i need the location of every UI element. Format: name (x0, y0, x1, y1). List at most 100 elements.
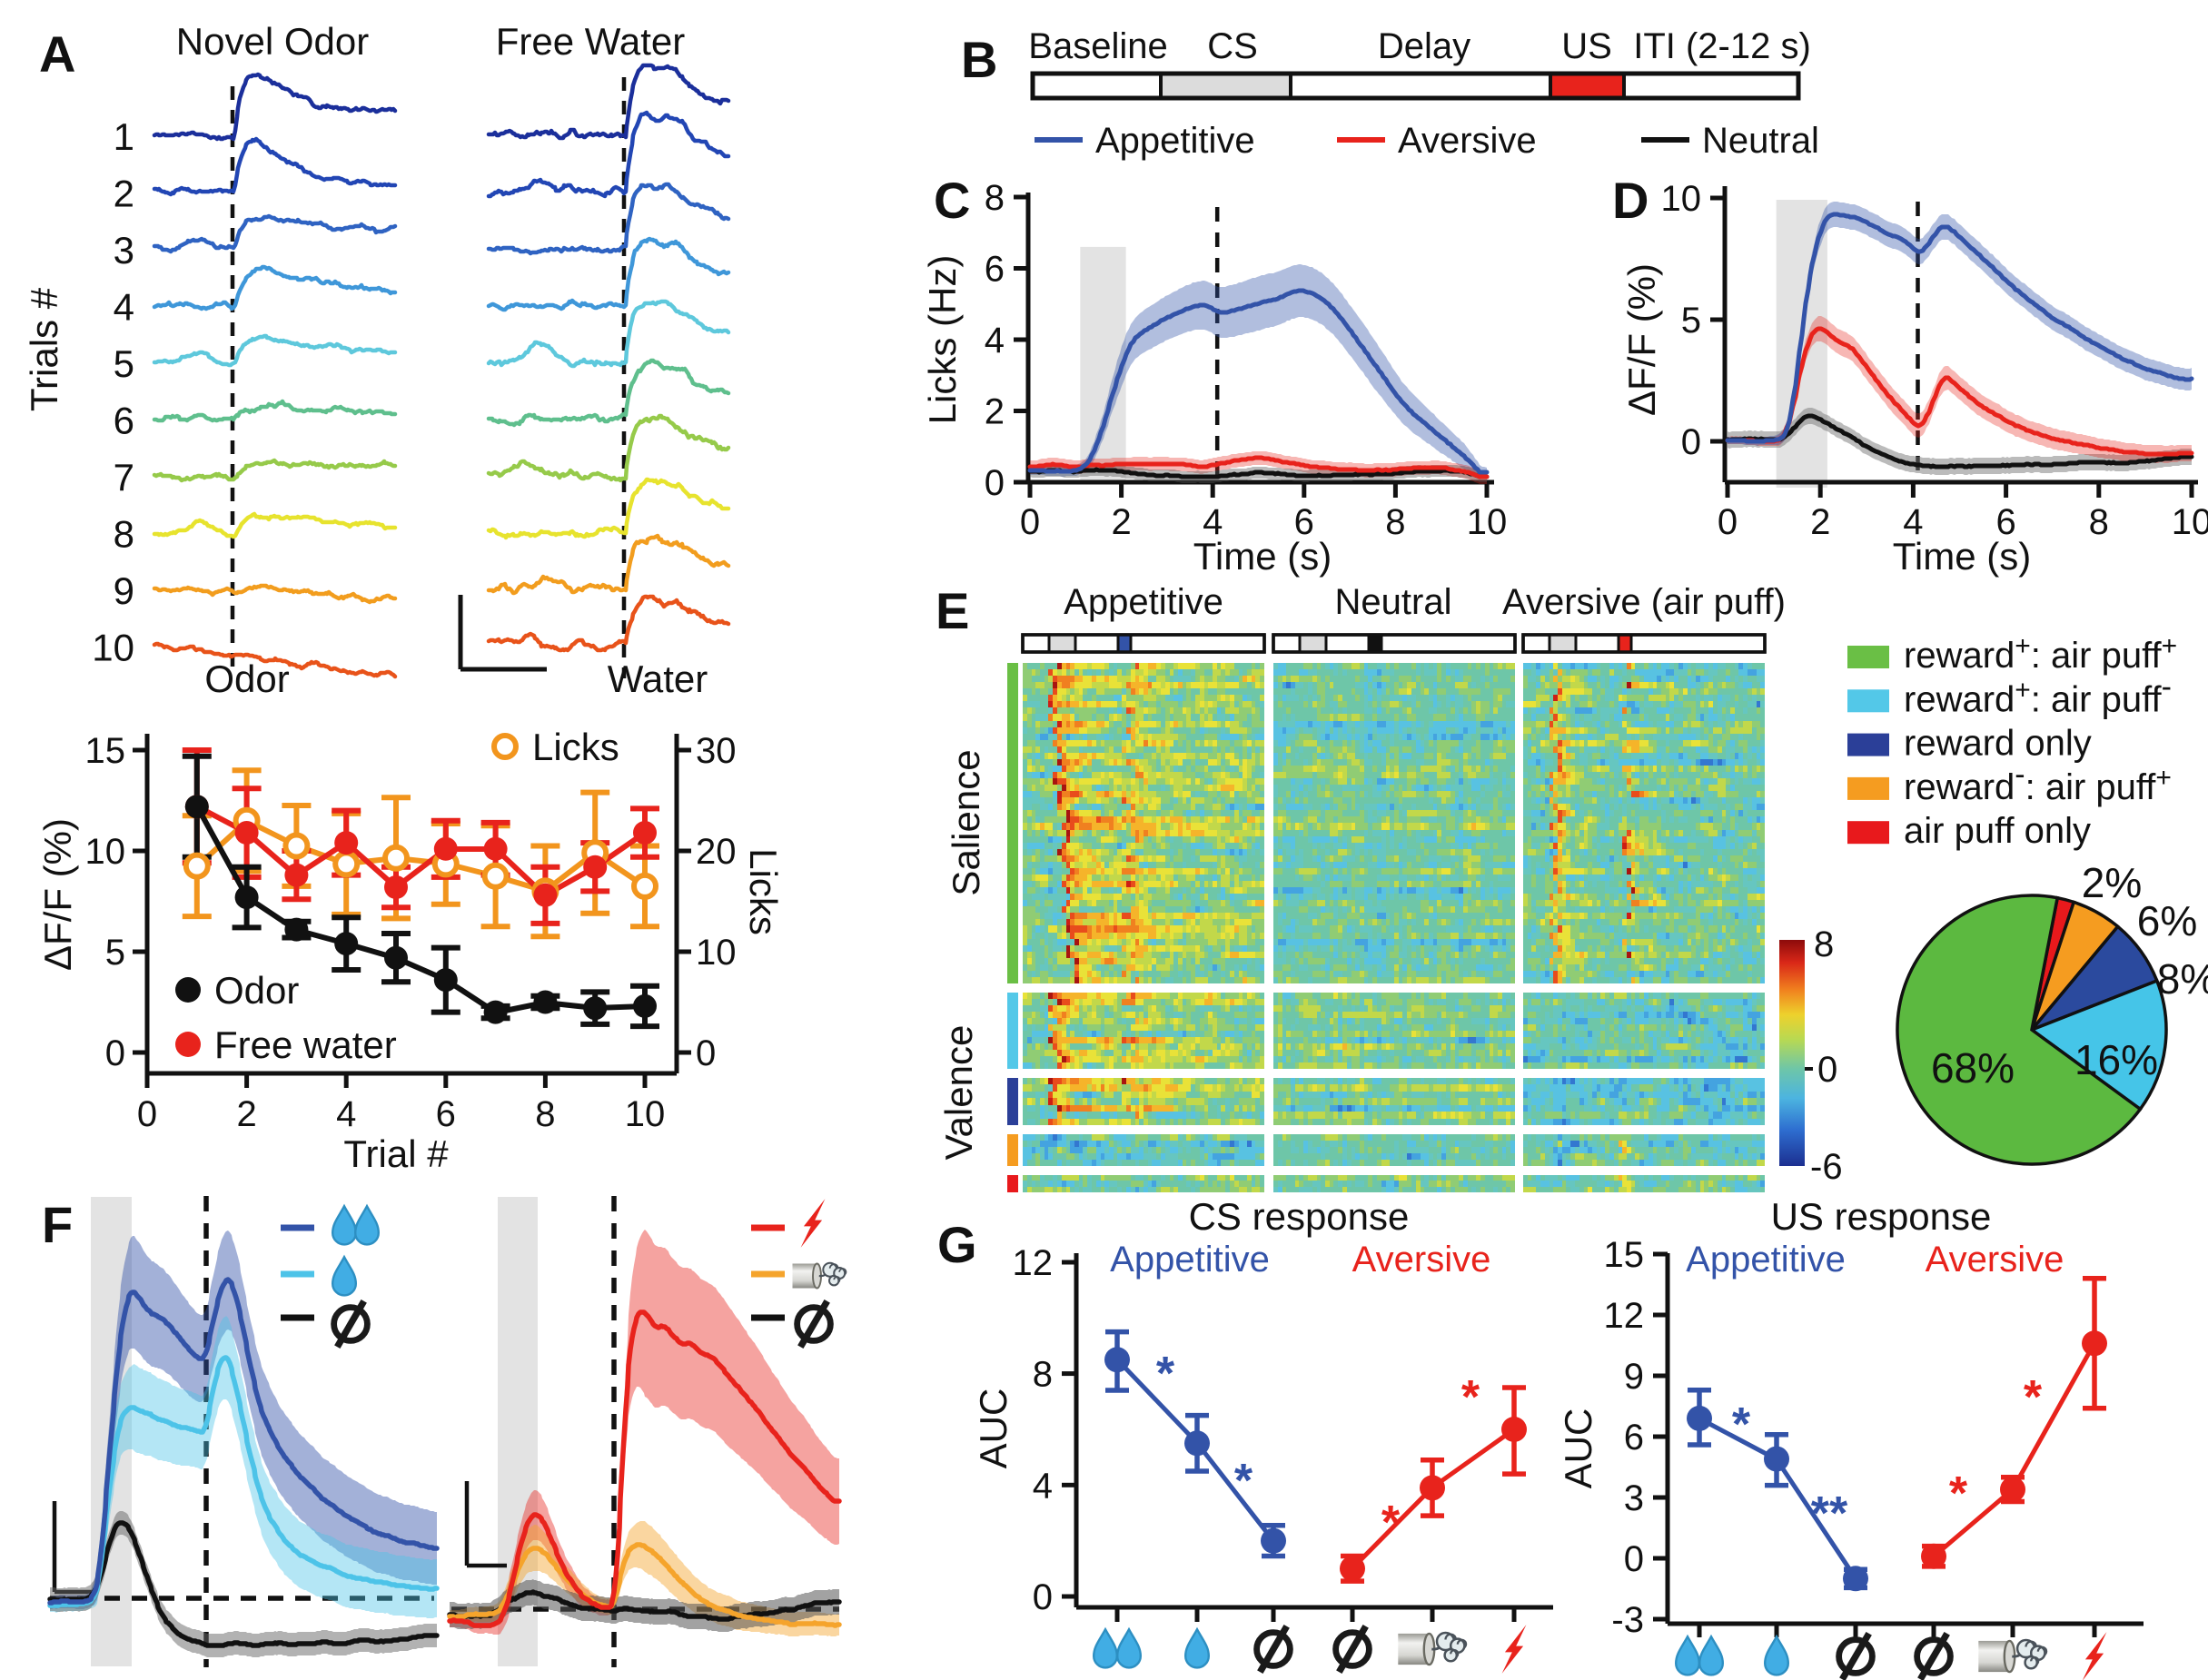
svg-text:10: 10 (696, 933, 737, 973)
svg-text:Valence: Valence (937, 1025, 980, 1161)
svg-text:12: 12 (1013, 1243, 1054, 1283)
svg-text:6: 6 (1624, 1418, 1644, 1458)
svg-text:B: B (961, 31, 997, 88)
svg-text:7: 7 (114, 456, 134, 499)
svg-text:4: 4 (336, 1094, 356, 1134)
svg-text:Aversive (air puff): Aversive (air puff) (1502, 582, 1786, 622)
svg-text:10: 10 (1467, 502, 1508, 542)
svg-text:Trial #: Trial # (343, 1132, 449, 1175)
svg-text:CS: CS (1207, 26, 1258, 66)
svg-text:2%: 2% (2082, 859, 2142, 906)
svg-text:0: 0 (137, 1094, 157, 1134)
svg-text:reward only: reward only (1904, 724, 2092, 764)
svg-text:6: 6 (436, 1094, 456, 1134)
svg-text:30: 30 (696, 731, 737, 771)
svg-text:8: 8 (1814, 924, 1834, 964)
svg-text:15: 15 (85, 731, 126, 771)
svg-text:10: 10 (92, 627, 134, 669)
svg-text:CS response: CS response (1189, 1195, 1410, 1238)
svg-text:0: 0 (1624, 1539, 1644, 1579)
svg-text:6: 6 (114, 400, 134, 442)
svg-text:Licks: Licks (742, 848, 785, 935)
svg-text:2: 2 (114, 173, 134, 215)
svg-text:Neutral: Neutral (1702, 121, 1819, 161)
svg-text:Free Water: Free Water (496, 20, 685, 63)
svg-text:Aversive: Aversive (1352, 1240, 1491, 1280)
svg-text:20: 20 (696, 832, 737, 872)
svg-text:6: 6 (1995, 502, 2015, 542)
svg-text:4: 4 (1903, 502, 1923, 542)
svg-text:6: 6 (1294, 502, 1314, 542)
svg-text:68%: 68% (1931, 1044, 2015, 1092)
svg-text:4: 4 (114, 286, 134, 329)
svg-text:8: 8 (114, 513, 134, 556)
svg-text:8: 8 (2089, 502, 2109, 542)
svg-text:*: * (2024, 1371, 2043, 1424)
svg-text:*: * (1234, 1455, 1253, 1507)
svg-text:Appetitive: Appetitive (1095, 121, 1255, 161)
svg-text:Appetitive: Appetitive (1686, 1240, 1846, 1280)
svg-text:*: * (1949, 1468, 1968, 1520)
svg-text:AUC: AUC (1557, 1408, 1599, 1489)
svg-text:10: 10 (1661, 179, 1702, 219)
svg-text:-3: -3 (1611, 1600, 1644, 1640)
svg-text:2: 2 (236, 1094, 256, 1134)
svg-text:C: C (934, 172, 970, 229)
svg-text:Appetitive: Appetitive (1110, 1240, 1270, 1280)
svg-text:4: 4 (985, 321, 1005, 361)
svg-text:9: 9 (1624, 1357, 1644, 1397)
svg-text:5: 5 (114, 342, 134, 385)
svg-text:Appetitive: Appetitive (1064, 582, 1223, 622)
svg-text:8: 8 (535, 1094, 555, 1134)
svg-text:E: E (936, 582, 969, 639)
svg-text:Licks: Licks (532, 726, 619, 768)
svg-text:*: * (1461, 1371, 1480, 1424)
svg-text:10: 10 (625, 1094, 666, 1134)
svg-text:D: D (1612, 172, 1649, 229)
svg-text:Novel Odor: Novel Odor (176, 20, 369, 63)
svg-text:Licks (Hz): Licks (Hz) (921, 255, 964, 425)
svg-text:ΔF/F (%): ΔF/F (%) (36, 818, 79, 971)
svg-text:2: 2 (1810, 502, 1830, 542)
svg-text:Baseline: Baseline (1028, 26, 1167, 66)
svg-text:reward+: air puff+: reward+: air puff+ (1904, 631, 2177, 676)
svg-text:4: 4 (1203, 502, 1223, 542)
svg-text:Time (s): Time (s) (1893, 535, 2031, 578)
svg-text:0: 0 (1817, 1050, 1837, 1090)
svg-text:Aversive: Aversive (1926, 1240, 2064, 1280)
svg-text:10: 10 (85, 832, 126, 872)
svg-text:Odor: Odor (214, 969, 299, 1012)
svg-text:0: 0 (1718, 502, 1738, 542)
svg-text:8%: 8% (2157, 955, 2208, 1003)
svg-text:*: * (1381, 1497, 1401, 1549)
svg-text:0: 0 (105, 1033, 125, 1073)
svg-text:Odor: Odor (204, 657, 289, 700)
svg-text:0: 0 (1681, 422, 1701, 462)
svg-text:8: 8 (1385, 502, 1405, 542)
svg-text:G: G (937, 1216, 977, 1273)
svg-text:AUC: AUC (972, 1388, 1015, 1469)
svg-text:5: 5 (105, 933, 125, 973)
svg-text:Water: Water (608, 657, 708, 700)
svg-text:air puff only: air puff only (1904, 811, 2091, 851)
svg-text:0: 0 (1020, 502, 1040, 542)
svg-text:3: 3 (1624, 1478, 1644, 1518)
svg-text:US: US (1561, 26, 1612, 66)
svg-text:-6: -6 (1810, 1147, 1843, 1187)
svg-text:Aversive: Aversive (1398, 121, 1537, 161)
svg-text:16%: 16% (2074, 1036, 2158, 1083)
svg-text:ITI (2-12 s): ITI (2-12 s) (1633, 26, 1811, 66)
svg-text:1: 1 (114, 115, 134, 158)
svg-text:8: 8 (1033, 1355, 1053, 1395)
svg-text:**: ** (1811, 1487, 1848, 1540)
svg-text:A: A (39, 25, 75, 83)
svg-text:*: * (1732, 1398, 1751, 1451)
svg-text:0: 0 (1033, 1577, 1053, 1617)
svg-text:3: 3 (114, 229, 134, 272)
svg-text:15: 15 (1604, 1235, 1645, 1275)
svg-text:Free water: Free water (214, 1023, 397, 1066)
svg-text:9: 9 (114, 569, 134, 612)
svg-text:2: 2 (1111, 502, 1131, 542)
svg-text:Trials #: Trials # (23, 287, 65, 411)
svg-text:4: 4 (1033, 1466, 1053, 1506)
